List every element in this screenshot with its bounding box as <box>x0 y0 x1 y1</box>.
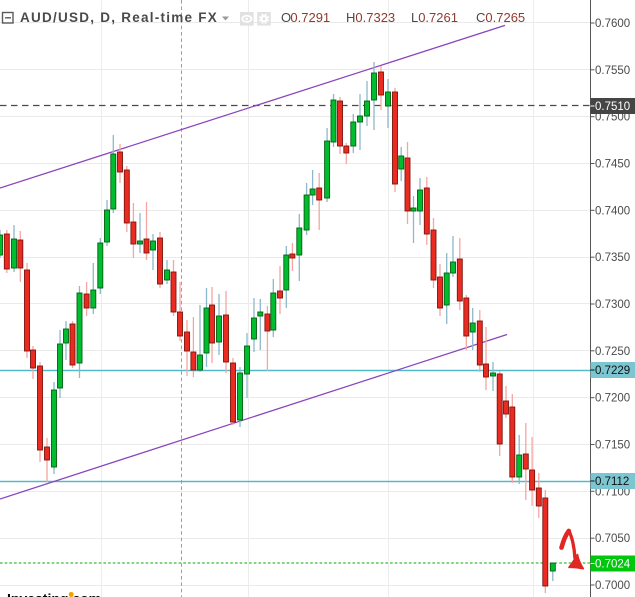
svg-text:0.7510: 0.7510 <box>595 101 630 113</box>
svg-text:Investing.com: Investing.com <box>7 591 101 597</box>
svg-text:0.7000: 0.7000 <box>595 580 630 592</box>
svg-text:0.7350: 0.7350 <box>595 252 630 264</box>
svg-text:AUD/USD, D, Real-time FX: AUD/USD, D, Real-time FX <box>20 10 218 25</box>
svg-text:0.7250: 0.7250 <box>595 346 630 358</box>
svg-text:0.7500: 0.7500 <box>595 112 630 124</box>
svg-text:0.7150: 0.7150 <box>595 440 630 452</box>
svg-text:0.7050: 0.7050 <box>595 533 630 545</box>
svg-text:0.7300: 0.7300 <box>595 299 630 311</box>
svg-text:0.7112: 0.7112 <box>595 476 629 488</box>
svg-text:0.7550: 0.7550 <box>595 65 630 77</box>
svg-text:0.7400: 0.7400 <box>595 205 630 217</box>
svg-text:0.7450: 0.7450 <box>595 159 630 171</box>
svg-text:0.7229: 0.7229 <box>595 365 630 377</box>
svg-text:0.7100: 0.7100 <box>595 486 630 498</box>
svg-text:0.7600: 0.7600 <box>595 18 630 30</box>
svg-text:0.7024: 0.7024 <box>595 559 631 571</box>
svg-text:0.7200: 0.7200 <box>595 393 630 405</box>
